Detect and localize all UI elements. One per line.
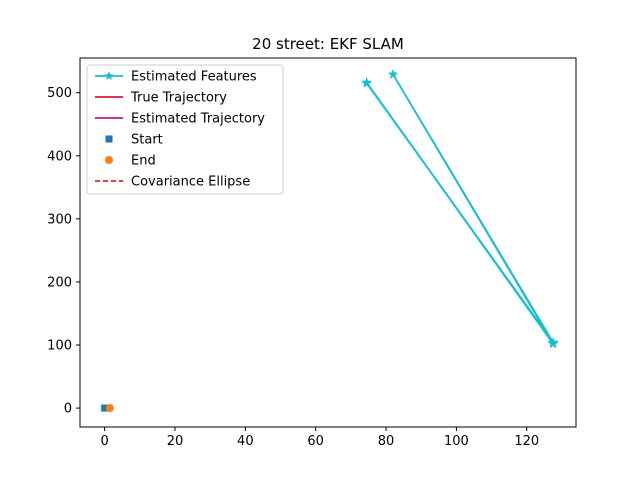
x-tick-label: 120 <box>514 434 539 449</box>
y-tick-label: 200 <box>47 275 72 290</box>
legend: Estimated Features True Trajectory Estimat… <box>86 64 284 195</box>
x-tick-label: 100 <box>444 434 469 449</box>
y-tick-label: 300 <box>47 212 72 227</box>
feature-star-marker <box>361 77 372 88</box>
chart-title: 20 street: EKF SLAM <box>252 35 404 53</box>
axes: 0 20 40 60 80 100 120 0 100 200 300 400 500 <box>47 57 577 449</box>
y-tick-label: 500 <box>47 86 72 101</box>
end-marker <box>105 404 114 413</box>
x-tick-label: 0 <box>100 434 108 449</box>
legend-circle-icon <box>105 156 113 164</box>
start-marker <box>101 404 109 412</box>
x-tick-label: 60 <box>307 434 324 449</box>
legend-label: Start <box>131 133 163 148</box>
x-tick-label: 80 <box>378 434 395 449</box>
legend-label: Estimated Features <box>131 70 257 85</box>
legend-label: True Trajectory <box>130 91 227 106</box>
legend-box <box>86 64 284 195</box>
legend-label: End <box>131 154 156 169</box>
legend-label: Estimated Trajectory <box>131 112 265 127</box>
legend-star-icon <box>104 71 114 81</box>
axes-frame <box>79 57 577 428</box>
plot-area <box>101 68 559 413</box>
x-tick-label: 40 <box>237 434 254 449</box>
legend-square-icon <box>105 135 113 143</box>
y-tick-label: 400 <box>47 149 72 164</box>
x-tick-label: 20 <box>167 434 184 449</box>
feature-star-marker <box>387 68 399 79</box>
series-line <box>365 73 555 345</box>
y-tick-label: 100 <box>47 339 72 354</box>
legend-label: Covariance Ellipse <box>131 175 250 190</box>
feature-star-marker <box>547 337 559 348</box>
y-tick-label: 0 <box>64 402 72 417</box>
